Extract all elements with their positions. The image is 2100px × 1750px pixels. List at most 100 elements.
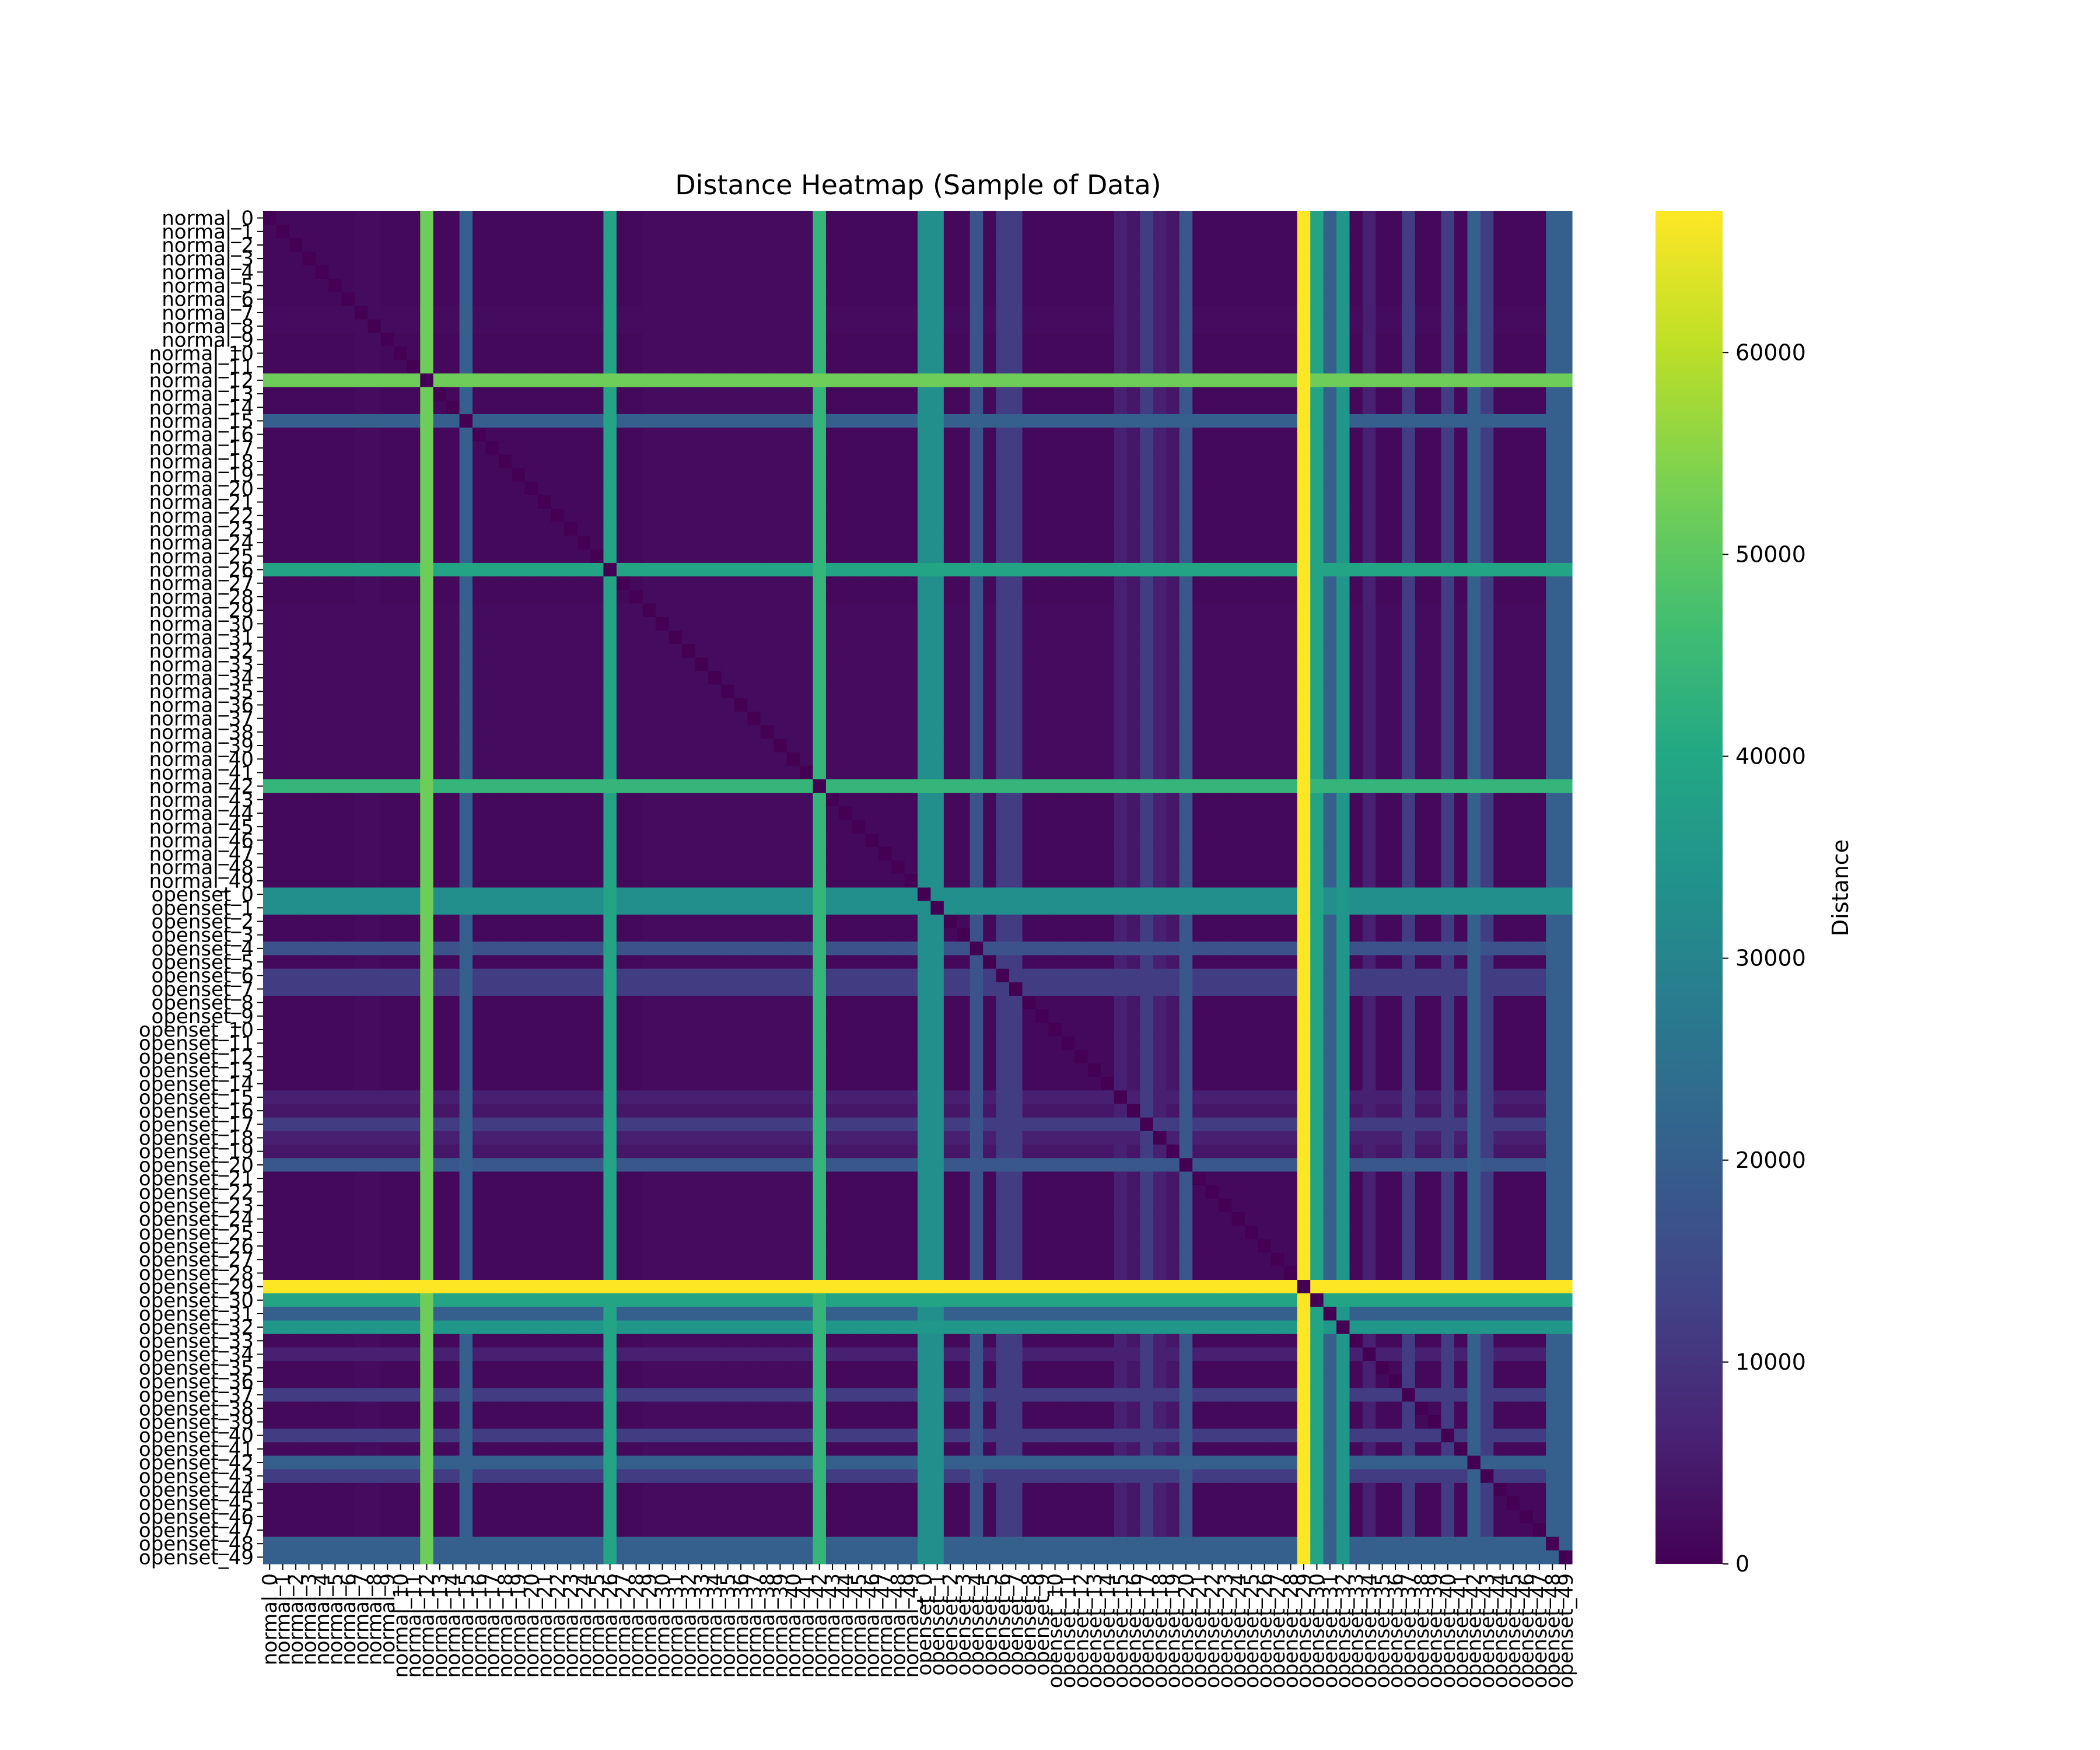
heatmap-cell [943, 332, 957, 347]
heatmap-cell [355, 765, 369, 780]
heatmap-cell [1284, 779, 1298, 793]
heatmap-cell [1362, 684, 1376, 699]
heatmap-cell [1087, 387, 1101, 401]
heatmap-cell [839, 278, 853, 293]
heatmap-cell [538, 698, 552, 712]
heatmap-cell [512, 752, 526, 766]
heatmap-cell [1362, 738, 1376, 753]
heatmap-cell [904, 684, 918, 699]
heatmap-cell [1559, 428, 1573, 442]
heatmap-cell [564, 630, 578, 645]
heatmap-cell [616, 671, 630, 685]
heatmap-cell [642, 833, 656, 848]
heatmap-cell [1310, 387, 1324, 401]
heatmap-cell [315, 860, 329, 874]
heatmap-cell [603, 576, 617, 590]
heatmap-cell [1323, 590, 1337, 604]
heatmap-cell [1009, 644, 1023, 658]
heatmap-cell [1245, 765, 1259, 780]
heatmap-cell [590, 549, 604, 564]
heatmap-cell [839, 712, 853, 726]
heatmap-cell [1192, 278, 1206, 293]
heatmap-cell [734, 278, 748, 293]
heatmap-cell [1441, 806, 1455, 821]
heatmap-cell [1035, 765, 1049, 780]
heatmap-cell [380, 562, 394, 577]
heatmap-cell [420, 630, 434, 645]
heatmap-cell [918, 603, 932, 618]
heatmap-cell [289, 225, 303, 239]
heatmap-cell [1362, 225, 1376, 239]
heatmap-cell [616, 779, 630, 793]
heatmap-cell [800, 833, 814, 848]
heatmap-cell [420, 833, 434, 848]
heatmap-cell [1166, 562, 1180, 577]
heatmap-cell [1297, 522, 1311, 537]
heatmap-cell [394, 860, 408, 874]
heatmap-cell [800, 576, 814, 590]
heatmap-cell [642, 752, 656, 766]
heatmap-cell [341, 684, 355, 699]
heatmap-cell [629, 387, 643, 401]
heatmap-cell [1140, 238, 1154, 253]
heatmap-cell [721, 481, 735, 496]
heatmap-cell [1454, 820, 1468, 834]
heatmap-cell [1480, 752, 1494, 766]
heatmap-cell [1035, 549, 1049, 564]
heatmap-cell [668, 576, 682, 590]
heatmap-cell [1349, 657, 1363, 672]
heatmap-cell [1441, 373, 1455, 388]
heatmap-cell [825, 806, 839, 821]
heatmap-cell [616, 332, 630, 347]
heatmap-cell [1231, 657, 1245, 672]
heatmap-cell [774, 765, 788, 780]
heatmap-cell [1009, 779, 1023, 793]
heatmap-cell [616, 373, 630, 388]
heatmap-cell [852, 211, 866, 225]
heatmap-cell [682, 238, 696, 253]
heatmap-cell [603, 278, 617, 293]
heatmap-cell [656, 360, 670, 374]
heatmap-cell [1362, 874, 1376, 888]
heatmap-cell [865, 846, 879, 861]
heatmap-cell [263, 698, 277, 712]
heatmap-cell [957, 590, 971, 604]
heatmap-cell [616, 441, 630, 456]
heatmap-cell [1284, 603, 1298, 618]
heatmap-cell [957, 562, 971, 577]
heatmap-cell [1284, 765, 1298, 780]
heatmap-cell [524, 509, 538, 523]
heatmap-cell [1480, 630, 1494, 645]
heatmap-cell [1009, 441, 1023, 456]
heatmap-cell [1022, 238, 1036, 253]
heatmap-cell [551, 238, 565, 253]
heatmap-cell [498, 712, 512, 726]
heatmap-cell [865, 779, 879, 793]
heatmap-cell [1520, 481, 1534, 496]
heatmap-cell [668, 657, 682, 672]
heatmap-cell [1546, 603, 1560, 618]
heatmap-cell [1284, 860, 1298, 874]
heatmap-cell [642, 400, 656, 415]
heatmap-cell [538, 617, 552, 631]
heatmap-cell [760, 387, 774, 401]
heatmap-cell [446, 603, 460, 618]
heatmap-cell [433, 387, 447, 401]
heatmap-cell [1323, 820, 1337, 834]
heatmap-cell [1310, 468, 1324, 482]
heatmap-cell [1245, 495, 1259, 509]
heatmap-cell [996, 400, 1010, 415]
heatmap-cell [813, 684, 827, 699]
heatmap-cell [1546, 725, 1560, 740]
heatmap-cell [642, 441, 656, 456]
heatmap-cell [1219, 657, 1233, 672]
heatmap-cell [839, 725, 853, 740]
heatmap-cell [1376, 725, 1390, 740]
heatmap-cell [1297, 373, 1311, 388]
heatmap-cell [420, 765, 434, 780]
heatmap-cell [551, 414, 565, 428]
heatmap-cell [341, 779, 355, 793]
heatmap-cell [1009, 820, 1023, 834]
heatmap-cell [341, 306, 355, 320]
heatmap-cell [1520, 603, 1534, 618]
